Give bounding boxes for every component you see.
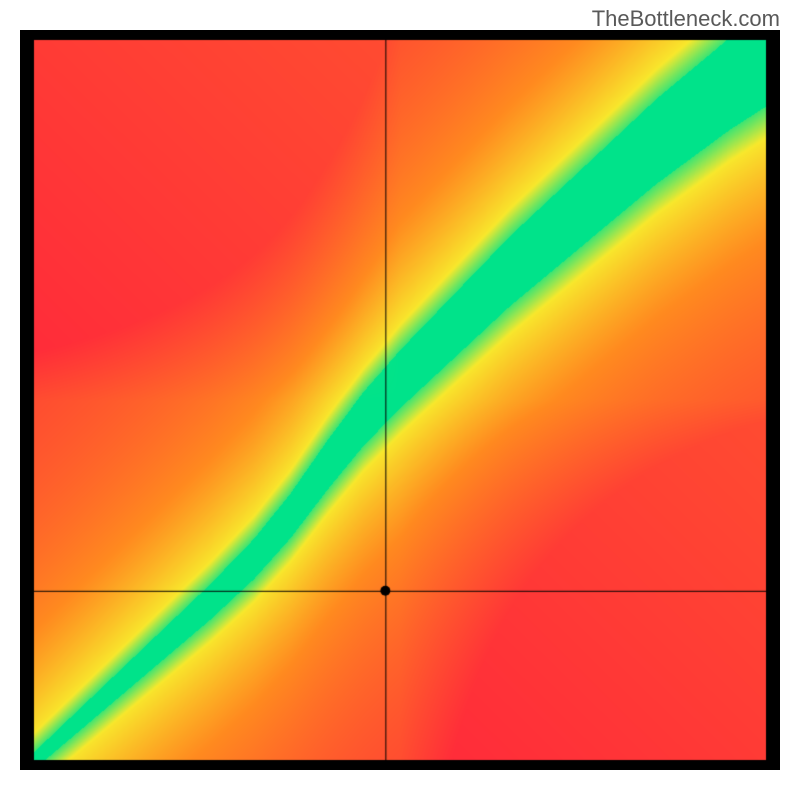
- heatmap-canvas: [20, 30, 780, 770]
- watermark-text: TheBottleneck.com: [592, 6, 780, 32]
- heatmap-plot: [20, 30, 780, 770]
- chart-container: TheBottleneck.com: [0, 0, 800, 800]
